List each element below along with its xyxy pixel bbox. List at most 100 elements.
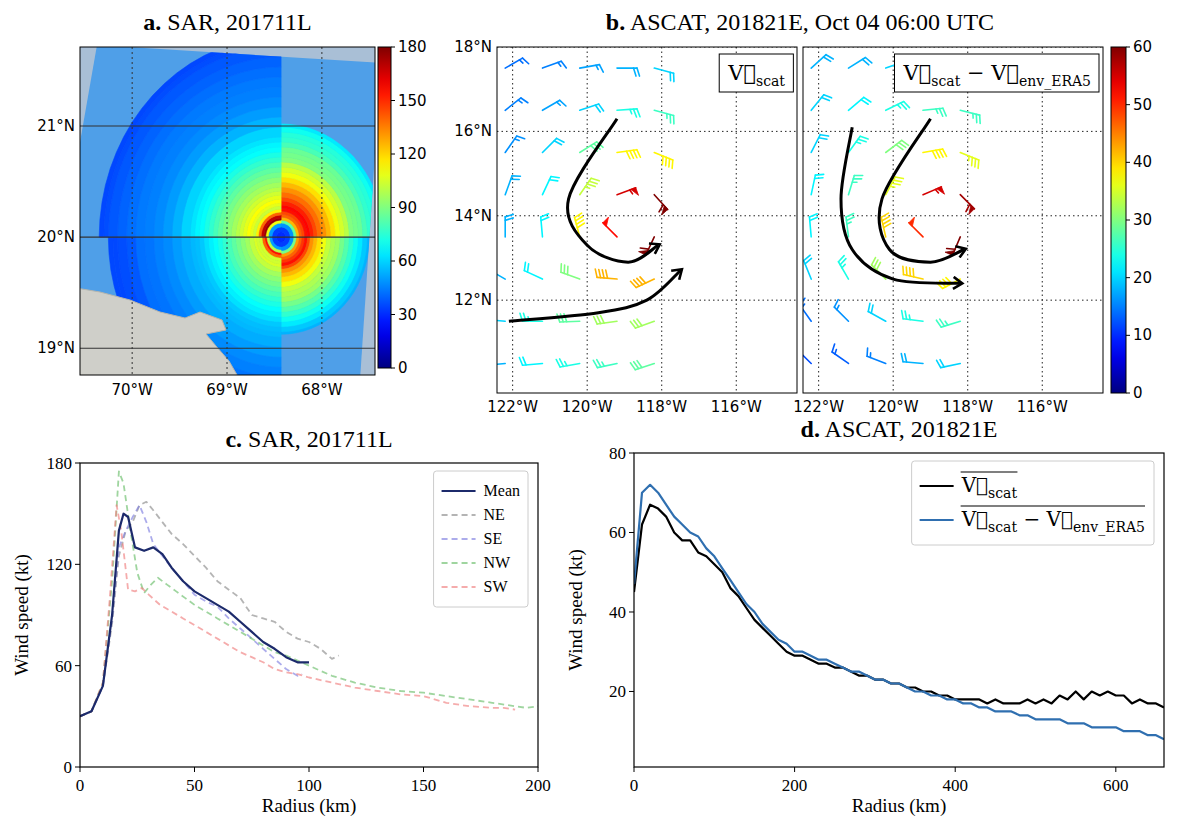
text-run: − V⃗ (1017, 507, 1073, 531)
barb-feather (905, 267, 907, 275)
x-tick-label: 70°W (111, 381, 153, 399)
x-tick (194, 767, 195, 772)
barb-feather (517, 136, 525, 139)
barb-feather (594, 316, 598, 324)
barb-feather (597, 360, 601, 367)
frame (634, 453, 1164, 767)
text-run: d. (801, 416, 820, 442)
wind-barb (580, 65, 604, 72)
panel-title: d. ASCAT, 201821E (801, 416, 998, 442)
wind-barb (617, 109, 640, 117)
x-tick (634, 767, 635, 772)
colorbar-tick (1126, 393, 1130, 394)
colorbar-tick (391, 261, 395, 262)
wind-barb (630, 319, 654, 328)
wind-barb (902, 311, 923, 322)
y-tick-label: 120 (47, 555, 73, 574)
colorbar-tick (1126, 220, 1130, 221)
wind-barb (505, 136, 524, 152)
barb-staff (542, 100, 559, 110)
colorbar-tick (391, 100, 395, 101)
barb-half-feather (856, 142, 860, 144)
barb-feather (896, 145, 903, 150)
wind-barb (542, 138, 564, 152)
panel-title: b. ASCAT, 201821E, Oct 04 06:00 UTC (606, 9, 994, 35)
wind-barb (811, 135, 828, 153)
legend-swatch (920, 485, 954, 487)
wind-barb (804, 255, 812, 279)
colorbar-tick-label: 0 (398, 359, 408, 377)
barb-feather (549, 180, 557, 181)
x-tick-label: 118°W (942, 398, 993, 416)
barb-feather (637, 68, 640, 76)
barb-feather (505, 218, 513, 221)
colorbar-tick-label: 10 (1133, 326, 1152, 344)
wind-barb (594, 316, 617, 325)
legend-label: SE (484, 530, 503, 547)
barb-feather (567, 266, 569, 274)
barb-feather (577, 223, 584, 227)
barb-half-feather (585, 187, 589, 188)
x-tick (423, 767, 424, 772)
barb-feather (974, 159, 976, 167)
y-tick-label: 60 (55, 657, 72, 676)
grid-line (80, 125, 375, 126)
barb-feather (511, 178, 519, 180)
y-tick (75, 463, 80, 464)
wind-barb (556, 359, 580, 367)
legend-label: V⃗scat (961, 473, 1018, 501)
barb-feather (860, 136, 868, 139)
barb-pennant (969, 205, 975, 214)
barb-feather (901, 103, 907, 109)
barb-half-feather (557, 102, 560, 105)
colorbar-tick-label: 60 (398, 252, 417, 270)
grid-line (803, 131, 1103, 132)
barb-half-feather (565, 362, 567, 366)
text-run: scat (931, 73, 960, 89)
barb-half-feather (602, 362, 604, 366)
wind-barb (617, 68, 640, 76)
x-tick-label: 50 (186, 776, 203, 795)
barb-feather (524, 262, 525, 270)
barb-half-feather (835, 350, 836, 354)
barb-feather (939, 109, 942, 117)
barb-feather (871, 305, 873, 313)
wind-barb (811, 174, 824, 194)
barb-feather (824, 95, 832, 98)
barb-feather (846, 214, 854, 217)
wind-ring-sector (281, 124, 375, 237)
y-tick-label: 20°N (37, 228, 75, 246)
frame (80, 47, 375, 375)
barb-staff (803, 349, 811, 363)
wind-ring-sector (281, 237, 367, 332)
barb-staff (803, 305, 811, 321)
plot-background (80, 463, 538, 767)
barb-feather (528, 264, 529, 272)
legend-overline (961, 471, 1018, 472)
barb-feather (523, 357, 526, 365)
grid-line (803, 300, 1103, 301)
barb-feather (519, 357, 522, 365)
y-tick (629, 532, 634, 533)
barb-feather (809, 214, 817, 217)
grid-line (736, 47, 737, 393)
barb-pennant (909, 217, 915, 226)
wind-barb (505, 58, 528, 68)
x-tick-label: 116°W (711, 398, 762, 416)
wind-barb (901, 354, 923, 364)
x-tick-label: 150 (411, 776, 437, 795)
legend-swatch (920, 519, 954, 521)
wind-ring-sector (127, 67, 282, 237)
text-run: a. (143, 9, 161, 35)
y-tick-label: 14°N (454, 207, 492, 225)
barb-feather (858, 139, 866, 142)
barb-half-feather (968, 156, 970, 161)
wind-barb (595, 269, 617, 279)
colorbar-tick-label: 150 (398, 92, 427, 110)
wind-barb (838, 256, 848, 279)
barb-feather (560, 264, 562, 272)
barb-half-feather (945, 321, 948, 325)
x-tick-label: 0 (630, 776, 639, 795)
barb-feather (637, 319, 642, 326)
x-tick-label: 600 (1103, 776, 1129, 795)
